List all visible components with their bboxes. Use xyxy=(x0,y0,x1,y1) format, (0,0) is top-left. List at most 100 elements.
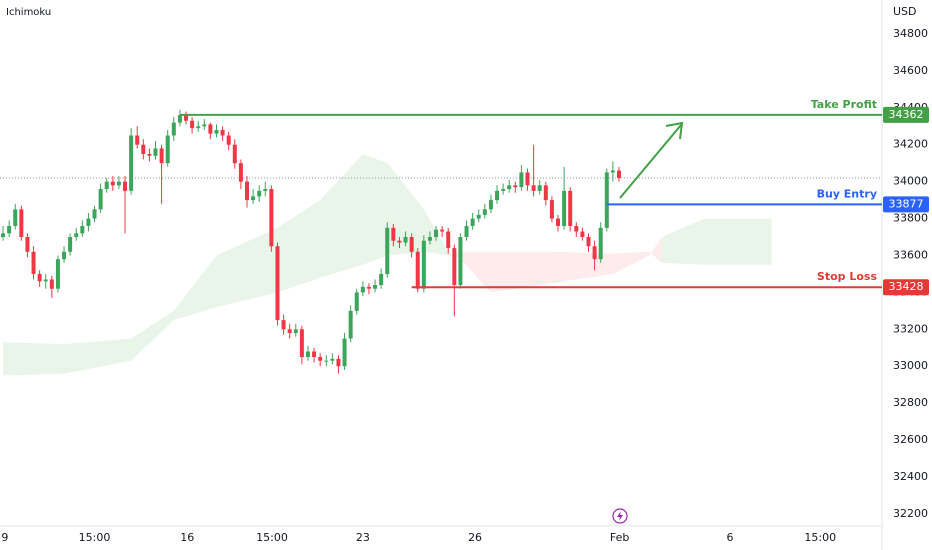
x-tick-label: Feb xyxy=(610,531,629,544)
ichimoku-cloud xyxy=(490,251,552,293)
candle-body xyxy=(123,181,128,191)
y-tick-label: 32800 xyxy=(893,396,928,409)
candle-body xyxy=(616,170,621,178)
price-tag xyxy=(883,196,929,213)
candle-body xyxy=(184,115,189,121)
y-tick-label: 33800 xyxy=(893,212,928,225)
candle-body xyxy=(13,209,18,226)
candle-body xyxy=(568,190,573,226)
candle-body xyxy=(409,237,414,252)
candle-body xyxy=(452,248,457,286)
y-tick-label: 34600 xyxy=(893,64,928,77)
y-tick-label: 32400 xyxy=(893,470,928,483)
candle-body xyxy=(104,181,109,190)
candle-body xyxy=(1,233,6,238)
candle-body xyxy=(586,237,591,247)
candle-body xyxy=(580,231,585,238)
candle-body xyxy=(31,251,36,274)
candle-body xyxy=(549,200,554,219)
x-tick-label: 16 xyxy=(180,531,194,544)
candle-body xyxy=(373,285,378,289)
candle-body xyxy=(543,185,548,201)
candle-body xyxy=(257,190,262,197)
x-tick-label: 9 xyxy=(1,531,8,544)
candle-body xyxy=(293,329,298,334)
candle-body xyxy=(62,251,67,260)
candle-body xyxy=(342,338,347,367)
candle-body xyxy=(495,190,500,201)
candle-body xyxy=(153,148,158,156)
candle-body xyxy=(470,218,475,226)
candle-body xyxy=(80,225,85,234)
candle-body xyxy=(464,225,469,238)
x-tick-label: 26 xyxy=(468,531,482,544)
candle-body xyxy=(141,144,146,154)
y-tick-label: 33000 xyxy=(893,359,928,372)
candle-body xyxy=(604,172,609,228)
x-tick-label: 6 xyxy=(726,531,733,544)
candle-body xyxy=(458,237,463,286)
ichimoku-cloud xyxy=(173,255,217,321)
candle-body xyxy=(135,135,140,145)
price-tag-label: 33877 xyxy=(889,197,924,210)
ichimoku-cloud xyxy=(612,251,650,274)
ichimoku-cloud xyxy=(277,200,321,293)
y-tick-label: 34200 xyxy=(893,138,928,151)
candle-body xyxy=(562,190,567,226)
candle-body xyxy=(336,358,341,367)
candle-body xyxy=(116,181,121,186)
level-label: Take Profit xyxy=(811,98,877,111)
candle-body xyxy=(287,329,292,334)
candle-body xyxy=(354,292,359,311)
candle-body xyxy=(488,200,493,210)
candle-body xyxy=(397,240,402,243)
y-tick-label: 32200 xyxy=(893,507,928,520)
candle-body xyxy=(592,246,597,260)
ichimoku-cloud xyxy=(131,310,174,361)
candle-body xyxy=(110,181,115,186)
candle-body xyxy=(312,351,317,358)
candle-body xyxy=(269,189,274,247)
candle-body xyxy=(68,237,73,252)
price-tag-label: 34362 xyxy=(889,108,924,121)
candle-body xyxy=(446,231,451,249)
plot xyxy=(0,109,880,376)
candle-body xyxy=(244,181,249,201)
candle-body xyxy=(37,273,42,282)
projection-arrow xyxy=(619,121,684,199)
candle-body xyxy=(74,233,79,238)
ichimoku-cloud xyxy=(64,338,132,374)
y-tick-label: 33200 xyxy=(893,322,928,335)
candle-body xyxy=(324,360,329,362)
x-tick-label: 15:00 xyxy=(804,531,836,544)
candle-body xyxy=(232,144,237,164)
candle-body xyxy=(281,320,286,330)
x-tick-label: 15:00 xyxy=(79,531,111,544)
candle-body xyxy=(49,279,54,289)
y-tick-label: 34800 xyxy=(893,27,928,40)
candle-body xyxy=(537,185,542,191)
candle-body xyxy=(19,209,24,238)
candle-body xyxy=(129,135,134,191)
candle-body xyxy=(190,120,195,129)
candle-body xyxy=(220,129,225,136)
candle-body xyxy=(25,237,30,252)
ichimoku-cloud xyxy=(661,218,705,265)
candle-body xyxy=(415,251,420,289)
indicator-title: Ichimoku xyxy=(6,7,51,18)
candle-body xyxy=(226,135,231,145)
candle-body xyxy=(165,135,170,164)
y-tick-label: 34000 xyxy=(893,175,928,188)
candle-body xyxy=(263,189,268,191)
candle-body xyxy=(202,124,207,127)
candle-body xyxy=(275,246,280,321)
ichimoku-cloud xyxy=(387,163,424,256)
candle-body xyxy=(379,273,384,286)
candle-body xyxy=(147,153,152,156)
ichimoku-cloud xyxy=(3,342,65,376)
candle-body xyxy=(43,279,48,282)
x-tick-label: 23 xyxy=(356,531,370,544)
candle-body xyxy=(318,357,323,361)
candle-body xyxy=(421,240,426,289)
